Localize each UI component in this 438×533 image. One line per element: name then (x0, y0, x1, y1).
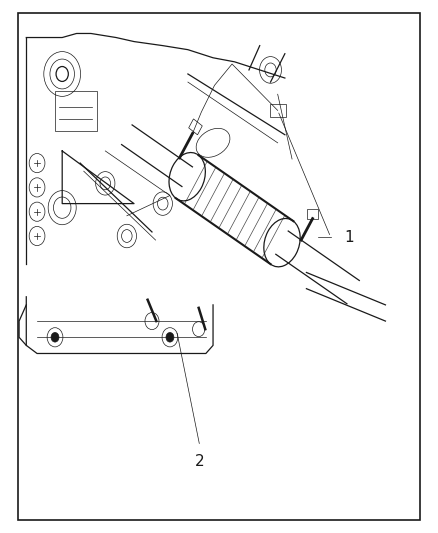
Circle shape (51, 333, 59, 342)
Text: 2: 2 (194, 454, 204, 469)
Bar (307, 209, 318, 219)
Bar (189, 119, 202, 135)
Text: 1: 1 (344, 230, 353, 245)
Circle shape (166, 333, 174, 342)
Bar (270, 104, 286, 117)
Bar (55, 91, 97, 131)
